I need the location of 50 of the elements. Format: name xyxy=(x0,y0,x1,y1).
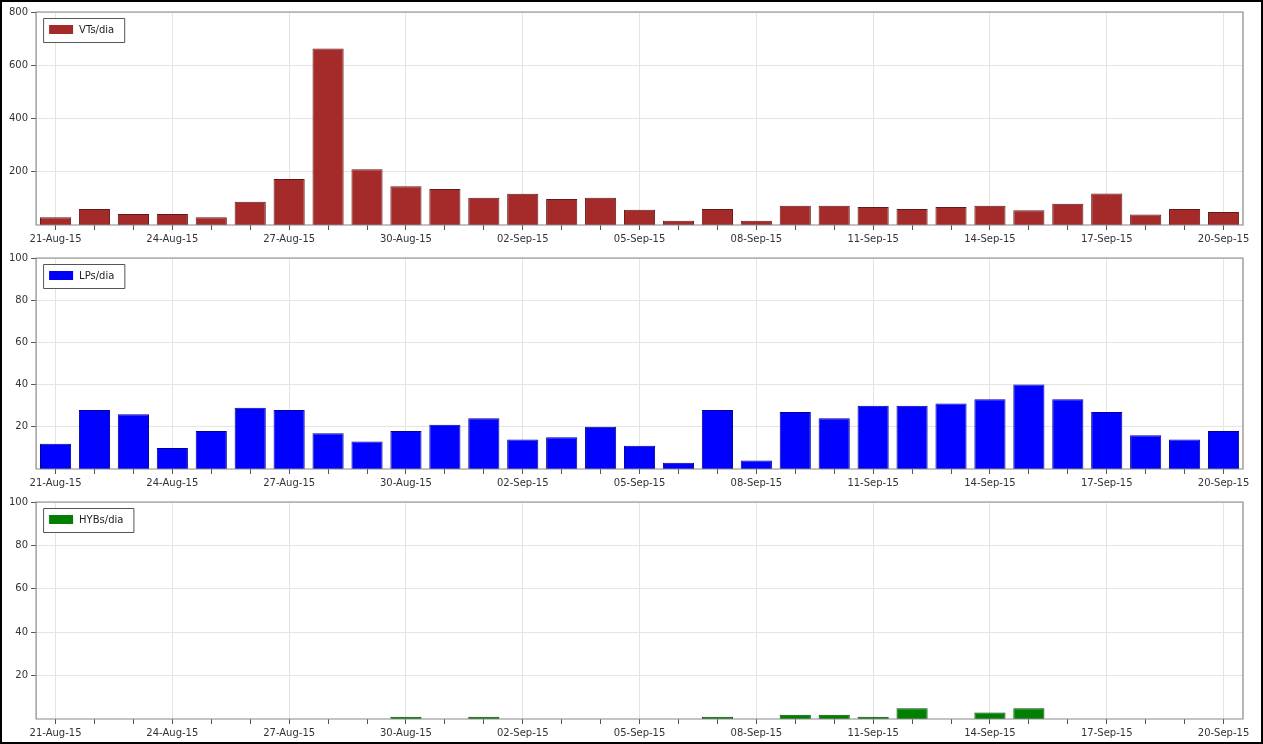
y-tick-label: 80 xyxy=(15,538,29,550)
x-tick-label: 02-Sep-15 xyxy=(496,726,549,738)
y-tick-label: 40 xyxy=(15,625,29,637)
x-tick-label: 20-Sep-15 xyxy=(1197,232,1250,244)
x-tick-label: 27-Aug-15 xyxy=(263,232,316,244)
x-tick-label: 08-Sep-15 xyxy=(730,476,783,488)
x-tick-label: 20-Sep-15 xyxy=(1197,476,1250,488)
x-tick-label: 27-Aug-15 xyxy=(263,476,316,488)
x-tick-label: 21-Aug-15 xyxy=(29,476,82,488)
x-tick-label: 11-Sep-15 xyxy=(847,232,899,244)
x-tick-label: 14-Sep-15 xyxy=(964,476,1016,488)
x-tick-label: 24-Aug-15 xyxy=(146,476,199,488)
y-tick-label: 80 xyxy=(15,293,29,305)
x-tick-label: 30-Aug-15 xyxy=(379,476,432,488)
y-tick-label: 200 xyxy=(8,165,29,177)
y-tick-label: 60 xyxy=(15,582,29,594)
x-tick-label: 11-Sep-15 xyxy=(847,476,899,488)
x-tick-label: 05-Sep-15 xyxy=(613,232,666,244)
x-tick-label: 02-Sep-15 xyxy=(496,232,549,244)
x-tick-label: 17-Sep-15 xyxy=(1080,726,1133,738)
x-tick-label: 08-Sep-15 xyxy=(730,726,783,738)
x-tick-label: 11-Sep-15 xyxy=(847,726,899,738)
y-tick-label: 20 xyxy=(15,669,29,681)
x-tick-label: 08-Sep-15 xyxy=(730,232,783,244)
legend-label: VTs/dia xyxy=(79,23,115,35)
x-tick-label: 05-Sep-15 xyxy=(613,726,666,738)
y-tick-label: 40 xyxy=(15,378,29,390)
y-tick-label: 400 xyxy=(8,112,29,124)
x-tick-label: 17-Sep-15 xyxy=(1080,476,1133,488)
y-tick-label: 100 xyxy=(8,251,29,263)
x-tick-label: 21-Aug-15 xyxy=(29,726,82,738)
x-tick-label: 30-Aug-15 xyxy=(379,726,432,738)
x-tick-label: 21-Aug-15 xyxy=(29,232,82,244)
x-tick-label: 20-Sep-15 xyxy=(1197,726,1250,738)
x-tick-label: 14-Sep-15 xyxy=(964,726,1016,738)
x-tick-label: 05-Sep-15 xyxy=(613,476,666,488)
legend-label: HYBs/dia xyxy=(79,513,124,525)
y-tick-label: 100 xyxy=(8,495,29,507)
y-tick-label: 600 xyxy=(8,58,29,70)
y-tick-label: 20 xyxy=(15,420,29,432)
x-tick-label: 17-Sep-15 xyxy=(1080,232,1133,244)
legend-label: LPs/dia xyxy=(79,269,115,281)
x-tick-label: 30-Aug-15 xyxy=(379,232,432,244)
x-tick-label: 27-Aug-15 xyxy=(263,726,316,738)
x-tick-label: 14-Sep-15 xyxy=(964,232,1016,244)
y-tick-label: 800 xyxy=(8,5,29,17)
y-tick-label: 60 xyxy=(15,335,29,347)
x-tick-label: 24-Aug-15 xyxy=(146,726,199,738)
x-tick-label: 24-Aug-15 xyxy=(146,232,199,244)
x-tick-label: 02-Sep-15 xyxy=(496,476,549,488)
